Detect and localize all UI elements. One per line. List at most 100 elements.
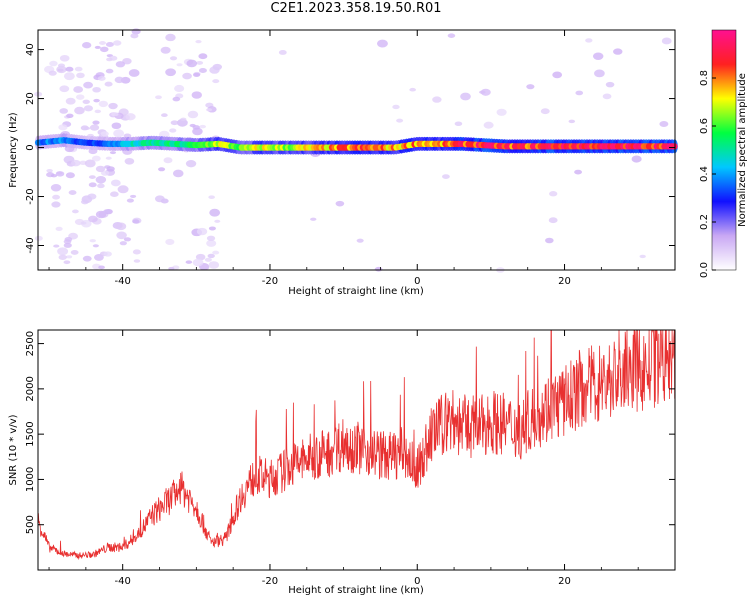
noise-blob: [50, 174, 58, 178]
colorbar-tick-label: 0.0: [699, 262, 710, 278]
noise-blob: [117, 185, 129, 194]
colorbar-label: Normalized spectral amplitude: [737, 73, 748, 227]
noise-blob: [82, 42, 92, 49]
noise-blob: [192, 258, 204, 267]
noise-blob: [158, 167, 166, 172]
noise-blob: [94, 45, 101, 49]
noise-blob: [95, 165, 106, 173]
noise-blob: [59, 108, 69, 114]
colorbar-tick-label: 0.6: [699, 118, 710, 134]
noise-blob: [65, 97, 76, 105]
noise-blob: [105, 68, 114, 74]
noise-blob: [57, 248, 65, 253]
snr-y-axis-label: SNR (10 * v/v): [8, 414, 19, 485]
spectrogram-y-tick-label: 0: [25, 144, 36, 150]
noise-blob: [374, 266, 383, 272]
spectrogram-marks: [34, 28, 678, 273]
snr-x-tick-label: -20: [262, 576, 278, 587]
noise-blob: [192, 127, 203, 136]
noise-blob: [46, 169, 53, 173]
noise-blob: [63, 72, 75, 81]
noise-blob: [92, 244, 99, 248]
noise-blob: [88, 215, 98, 223]
snr-panel: -40 -20 0 20 500 1000 1500 2000 2500 Height of s…: [8, 329, 676, 596]
noise-blob: [480, 88, 491, 96]
noise-blob: [185, 260, 193, 264]
noise-blob: [95, 175, 107, 184]
noise-blob: [165, 238, 175, 246]
noise-blob: [130, 194, 137, 198]
colorbar-ticks: 0.0 0.2 0.4 0.6 0.8: [699, 70, 716, 278]
snr-marks: [37, 329, 676, 561]
spectrogram-y-axis-label: Frequency (Hz): [8, 112, 19, 188]
noise-blob: [57, 63, 66, 68]
noise-blob: [574, 169, 582, 175]
noise-blob: [214, 219, 221, 223]
noise-blob: [52, 194, 60, 200]
snr-frame: [37, 329, 676, 571]
noise-blob: [71, 209, 79, 214]
noise-blob: [196, 60, 204, 65]
spectrogram-frame: [37, 29, 676, 271]
noise-blob: [105, 156, 112, 160]
noise-blob: [335, 200, 345, 207]
snr-y-tick-label: 2500: [25, 331, 36, 356]
snr-y-tick-label: 1000: [25, 467, 36, 492]
noise-blob: [204, 257, 212, 262]
noise-blob: [93, 98, 100, 103]
noise-blob: [392, 104, 400, 110]
noise-blob: [206, 235, 216, 241]
noise-blob: [95, 210, 107, 219]
noise-blob: [88, 182, 97, 188]
noise-blob: [496, 108, 507, 116]
noise-blob: [209, 208, 221, 217]
snr-ticks: -40 -20 0 20 500 1000 1500 2000 2500: [25, 330, 676, 587]
noise-blob: [100, 170, 110, 176]
noise-blob: [114, 76, 125, 84]
noise-blob: [59, 85, 70, 93]
spectrogram-x-tick-label: 20: [558, 276, 571, 287]
noise-blob: [168, 266, 175, 271]
colorbar: 0.0 0.2 0.4 0.6 0.8 Normalized spectral ampl…: [699, 29, 748, 278]
noise-blob: [208, 261, 220, 269]
noise-blob: [58, 124, 68, 131]
spectrogram-y-tick-label: 20: [25, 92, 36, 105]
noise-blob: [133, 259, 141, 263]
noise-blob: [115, 222, 127, 231]
noise-blob: [182, 72, 192, 80]
noise-blob: [130, 33, 139, 39]
spectrogram-y-tick-label: -20: [25, 188, 36, 204]
noise-blob: [409, 87, 416, 92]
snr-x-tick-label: -40: [115, 576, 131, 587]
noise-blob: [659, 121, 669, 128]
noise-blob: [208, 195, 215, 199]
noise-blob: [208, 226, 216, 231]
spectrogram-ticks: -40 -20 0 20 -40 -20 0 20 40: [25, 30, 676, 287]
noise-blob: [186, 59, 198, 68]
snr-y-tick-label: 2000: [25, 376, 36, 401]
noise-blob: [82, 255, 92, 262]
noise-blob: [84, 159, 96, 168]
noise-blob: [165, 68, 176, 77]
noise-blob: [82, 99, 90, 104]
spectrogram-y-tick-label: 40: [25, 43, 36, 56]
noise-blob: [89, 124, 100, 131]
noise-blob: [88, 175, 96, 179]
noise-blob: [191, 91, 203, 99]
noise-blob: [92, 120, 100, 125]
noise-blob: [68, 190, 77, 195]
noise-blob: [34, 235, 43, 241]
noise-blob: [53, 244, 60, 248]
snr-x-tick-label: 0: [414, 576, 420, 587]
noise-blob: [99, 41, 106, 46]
noise-blob: [442, 174, 450, 179]
snr-x-axis-label: Height of straight line (km): [288, 585, 424, 596]
noise-blob: [73, 86, 84, 93]
noise-blob: [585, 38, 593, 43]
noise-blob: [124, 157, 135, 165]
noise-blob: [126, 198, 134, 203]
noise-blob: [74, 66, 83, 72]
noise-blob: [192, 125, 200, 130]
noise-blob: [92, 86, 101, 93]
